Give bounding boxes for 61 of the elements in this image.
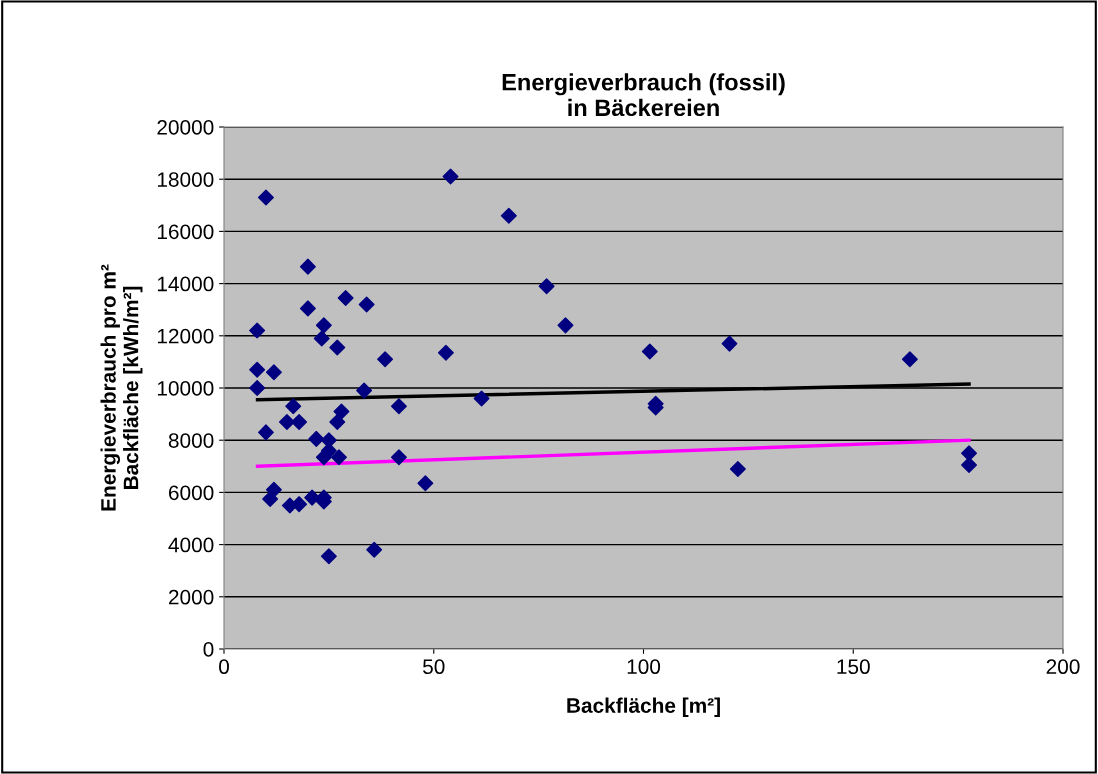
x-axis-title: Backfläche [m²] [567,697,720,718]
point [557,317,574,334]
point [337,289,354,306]
y-tick-label: 6000 [168,485,214,501]
point [329,339,346,356]
y-tick-label: 2000 [168,589,214,605]
point [285,398,302,415]
x-tick-label: 100 [627,659,661,675]
point [315,317,332,334]
y-tick-label: 8000 [168,433,214,448]
y-tick-label: 20000 [157,120,214,135]
point [901,351,918,368]
point [249,361,266,378]
y-tick-label: 0 [203,642,214,657]
y-tick-label: 18000 [157,172,214,187]
point [299,258,316,275]
point [320,548,337,565]
point [961,445,978,462]
point [291,496,308,513]
point [500,207,517,224]
point [291,413,308,430]
point [333,403,350,420]
x-tick-label: 50 [423,659,445,675]
y-axis-title: Energieverbrauch pro m² Backfläche [kWh/m²] [100,264,143,511]
x-tick-label: 0 [219,659,229,675]
y-tick-label: 16000 [157,224,214,240]
point [249,322,266,339]
y-tick-label: 12000 [157,328,214,344]
point [721,335,738,352]
point [442,168,459,185]
point [308,430,325,447]
point [356,382,373,399]
point [265,364,282,381]
point [330,449,347,466]
x-tick-label: 200 [1046,659,1080,675]
chart-title: Energieverbrauch (fossil) in Bäckereien [502,73,785,117]
point [437,344,454,361]
point [538,278,555,295]
point [417,475,434,492]
point [390,449,407,466]
point [278,413,295,430]
point [358,296,375,313]
point [366,541,383,558]
point [313,330,330,347]
point [329,413,346,430]
point [473,390,490,407]
point [641,343,658,360]
point [257,424,274,441]
point [315,449,332,466]
x-tick-label: 150 [837,659,870,675]
point [961,457,978,473]
point [390,398,407,415]
point [377,351,394,368]
point [249,380,266,396]
y-tick-label: 10000 [157,381,214,396]
point [262,490,279,507]
y-tick-label: 14000 [157,276,214,292]
point [729,460,746,477]
point [257,189,274,206]
y-tick-label: 4000 [168,537,214,553]
point [299,300,316,317]
